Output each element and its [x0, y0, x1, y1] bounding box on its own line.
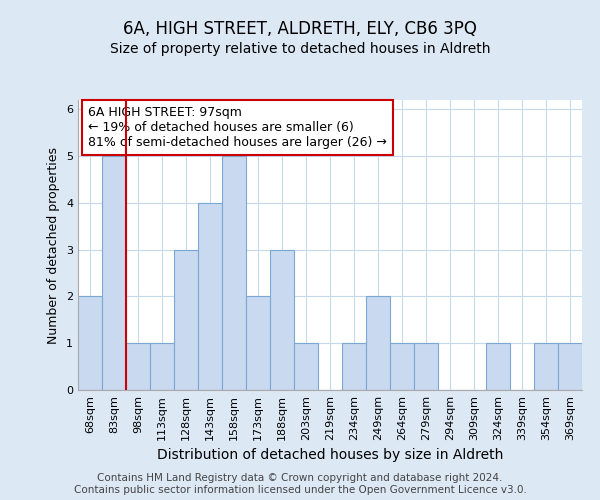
Bar: [102, 156, 126, 390]
Bar: [78, 296, 102, 390]
Text: Contains HM Land Registry data © Crown copyright and database right 2024.
Contai: Contains HM Land Registry data © Crown c…: [74, 474, 526, 495]
Text: 6A HIGH STREET: 97sqm
← 19% of detached houses are smaller (6)
81% of semi-detac: 6A HIGH STREET: 97sqm ← 19% of detached …: [88, 106, 387, 149]
Bar: [198, 203, 222, 390]
Bar: [390, 343, 414, 390]
Text: Size of property relative to detached houses in Aldreth: Size of property relative to detached ho…: [110, 42, 490, 56]
Bar: [558, 343, 582, 390]
Bar: [534, 343, 558, 390]
X-axis label: Distribution of detached houses by size in Aldreth: Distribution of detached houses by size …: [157, 448, 503, 462]
Bar: [246, 296, 270, 390]
Text: 6A, HIGH STREET, ALDRETH, ELY, CB6 3PQ: 6A, HIGH STREET, ALDRETH, ELY, CB6 3PQ: [123, 20, 477, 38]
Bar: [126, 343, 150, 390]
Y-axis label: Number of detached properties: Number of detached properties: [47, 146, 61, 344]
Bar: [342, 343, 366, 390]
Bar: [366, 296, 390, 390]
Bar: [174, 250, 198, 390]
Bar: [150, 343, 174, 390]
Bar: [222, 156, 246, 390]
Bar: [486, 343, 510, 390]
Bar: [414, 343, 438, 390]
Bar: [294, 343, 318, 390]
Bar: [270, 250, 294, 390]
